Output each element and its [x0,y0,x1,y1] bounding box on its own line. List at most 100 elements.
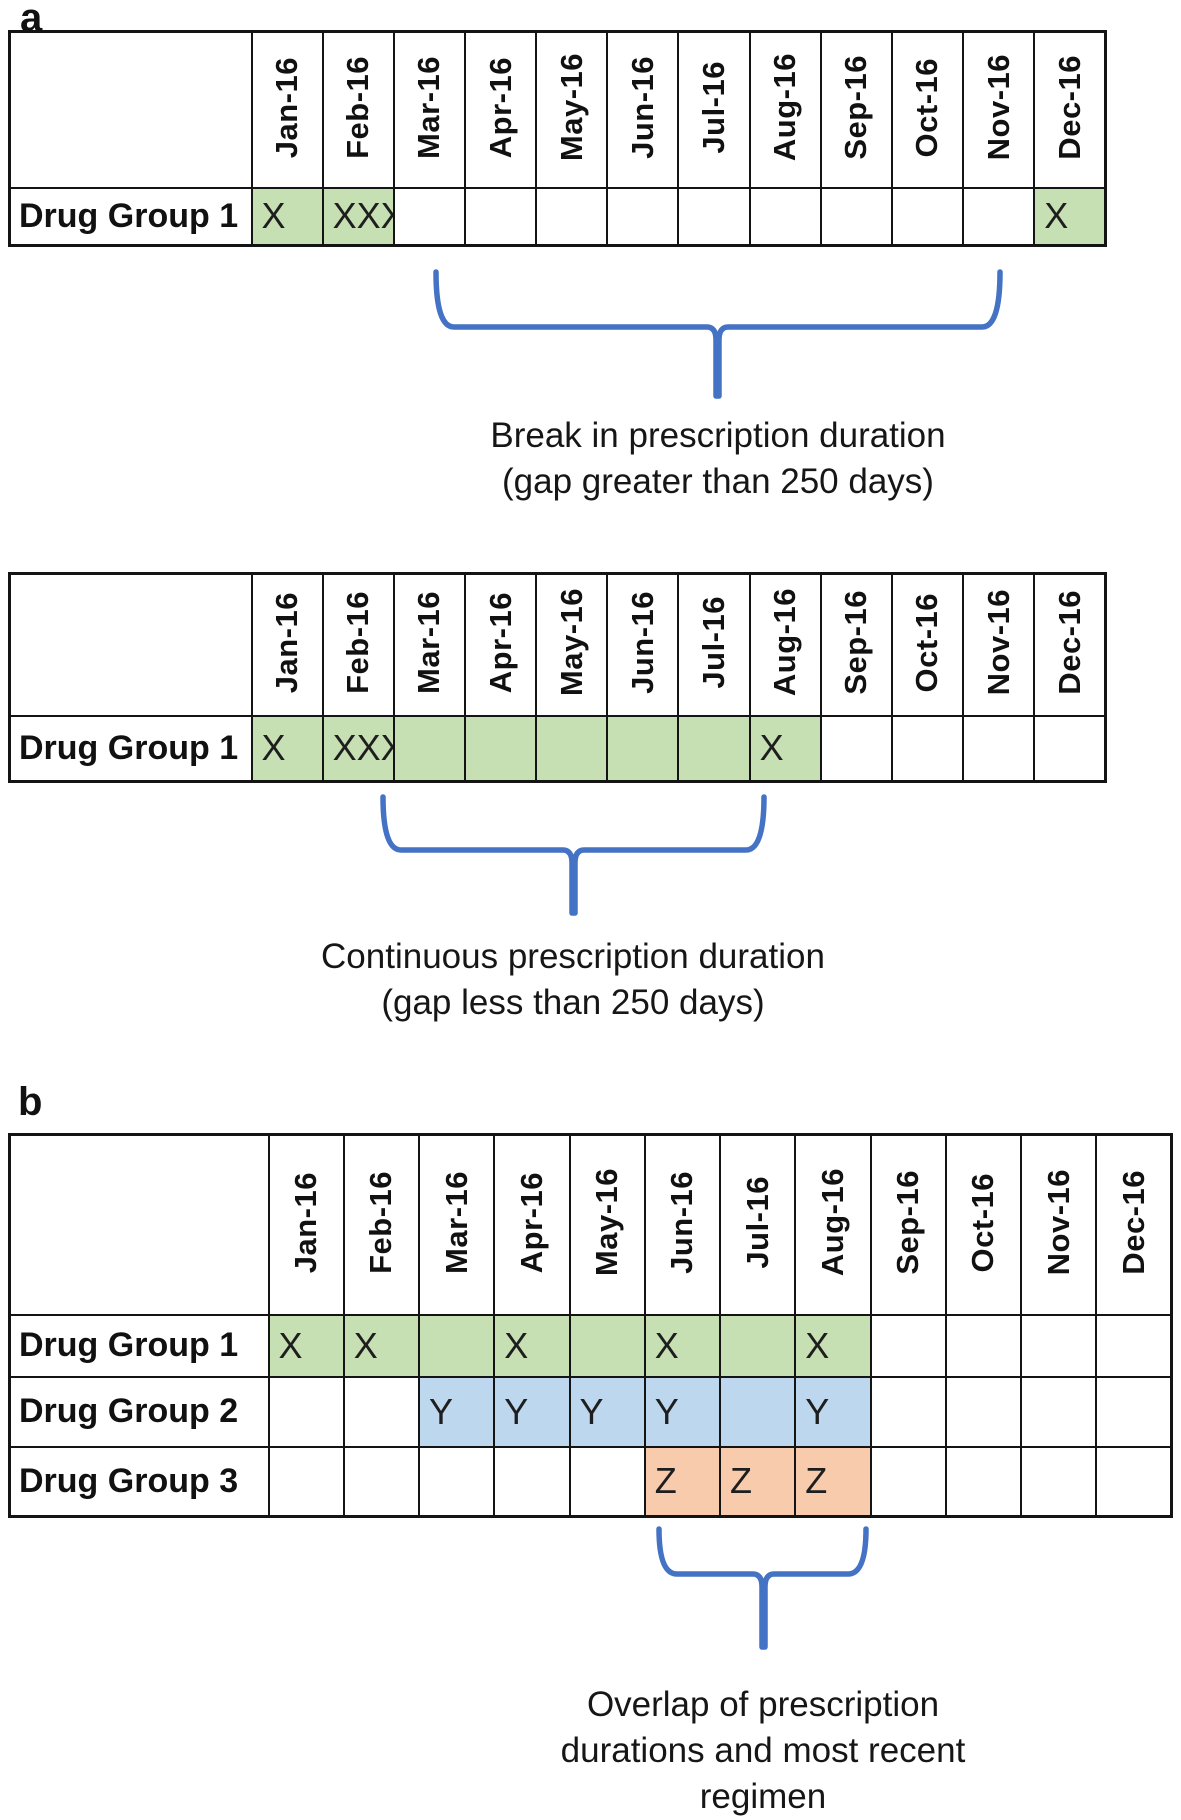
month-cell [819,186,893,247]
continuous-caption-line2: (gap less than 250 days) [381,983,765,1022]
month-cell: X [794,1313,872,1378]
month-header-label: Feb-16 [340,55,376,159]
break-brace [433,269,1003,399]
month-cell [869,1445,947,1518]
overlap-table: Jan-16 Feb-16 Mar-16 Apr-16 May-16 Jun-1… [8,1133,1173,1518]
month-header: Apr-16 [463,572,538,717]
month-cell [1033,714,1107,783]
month-header: Aug-16 [794,1133,872,1316]
month-cell [819,714,893,783]
month-cell: Y [568,1375,646,1448]
month-cell: Y [643,1375,722,1448]
month-header: Mar-16 [392,572,466,717]
data-row: Drug Group 1 X XXX X [8,186,1107,247]
month-cell [718,1313,797,1378]
month-header-label: Jul-16 [696,595,732,689]
data-row: Drug Group 1 X XXX X [8,714,1107,783]
month-header-label: Nov-16 [980,589,1016,696]
month-header: Feb-16 [321,30,395,189]
continuous-table: Jan-16 Feb-16 Mar-16 Apr-16 May-16 Jun-1… [8,572,1107,783]
break-table: Jan-16 Feb-16 Mar-16 Apr-16 May-16 Jun-1… [8,30,1107,247]
month-cell: Z [794,1445,872,1518]
month-cell [869,1375,947,1448]
row-label: Drug Group 2 [8,1375,270,1448]
month-header: May-16 [568,1133,646,1316]
month-header-label: Aug-16 [814,1168,850,1277]
month-cell [463,714,538,783]
month-header-label: Jan-16 [269,56,305,158]
month-header: Jan-16 [250,30,324,189]
month-cell [1019,1375,1098,1448]
month-cell [568,1313,646,1378]
break-caption-line1: Break in prescription duration [490,416,946,455]
month-header-label: Jul-16 [696,60,732,154]
month-header-label: Sep-16 [890,1169,926,1275]
month-cell: X [250,186,324,247]
month-cell: X [1033,186,1107,247]
month-header: Oct-16 [944,1133,1023,1316]
month-cell: X [250,714,324,783]
month-header: May-16 [535,572,609,717]
month-cell [1095,1313,1173,1378]
break-caption-line2: (gap greater than 250 days) [502,462,934,501]
month-cell [962,714,1036,783]
month-header: Apr-16 [463,30,538,189]
month-header-label: Apr-16 [482,591,518,693]
month-header: Mar-16 [417,1133,496,1316]
month-header: Sep-16 [819,30,893,189]
continuous-caption-line1: Continuous prescription duration [321,937,825,976]
corner-cell [8,572,253,717]
month-header: Sep-16 [819,572,893,717]
month-cell [417,1313,496,1378]
month-header: Jul-16 [718,1133,797,1316]
month-header: Mar-16 [392,30,466,189]
month-header-label: Jan-16 [269,591,305,693]
month-cell [890,714,965,783]
month-header: Nov-16 [1019,1133,1098,1316]
month-header: Feb-16 [321,572,395,717]
month-cell [1019,1445,1098,1518]
month-cell [718,1375,797,1448]
month-header: Dec-16 [1095,1133,1173,1316]
month-cell: XXX [321,186,395,247]
month-cell [1095,1445,1173,1518]
header-row: Jan-16 Feb-16 Mar-16 Apr-16 May-16 Jun-1… [8,1133,1173,1316]
month-cell [869,1313,947,1378]
month-cell [748,186,822,247]
month-header: Jun-16 [643,1133,722,1316]
continuous-caption: Continuous prescription duration (gap le… [273,934,873,1026]
month-cell [606,186,680,247]
corner-cell [8,30,253,189]
month-header: Dec-16 [1033,30,1107,189]
month-header-label: Dec-16 [1051,589,1087,695]
month-header: Nov-16 [962,30,1036,189]
month-header: Jul-16 [677,30,751,189]
month-header-label: Oct-16 [909,592,945,692]
month-header-label: May-16 [553,588,589,697]
data-row: Drug Group 1 X X X X X [8,1313,1173,1378]
month-cell: Z [643,1445,722,1518]
month-header: Apr-16 [493,1133,571,1316]
month-header: Sep-16 [869,1133,947,1316]
row-label: Drug Group 3 [8,1445,270,1518]
month-header-label: Dec-16 [1051,54,1087,160]
month-header-label: May-16 [589,1168,625,1277]
corner-cell [8,1133,270,1316]
overlap-caption-line1: Overlap of prescription [586,1685,940,1724]
month-cell [535,186,609,247]
month-header-label: Jun-16 [624,590,660,694]
break-caption: Break in prescription duration (gap grea… [418,413,1018,505]
month-cell: Z [718,1445,797,1518]
month-cell: X [342,1313,421,1378]
month-cell: Y [417,1375,496,1448]
month-cell [535,714,609,783]
data-row: Drug Group 2 Y Y Y Y Y [8,1375,1173,1448]
row-label: Drug Group 1 [8,714,253,783]
month-header-label: Mar-16 [411,55,447,159]
month-header-label: Mar-16 [438,1170,474,1274]
panel-a-label: a [20,0,43,40]
month-cell [1095,1375,1173,1448]
month-header: Dec-16 [1033,572,1107,717]
month-cell: XXX [321,714,395,783]
